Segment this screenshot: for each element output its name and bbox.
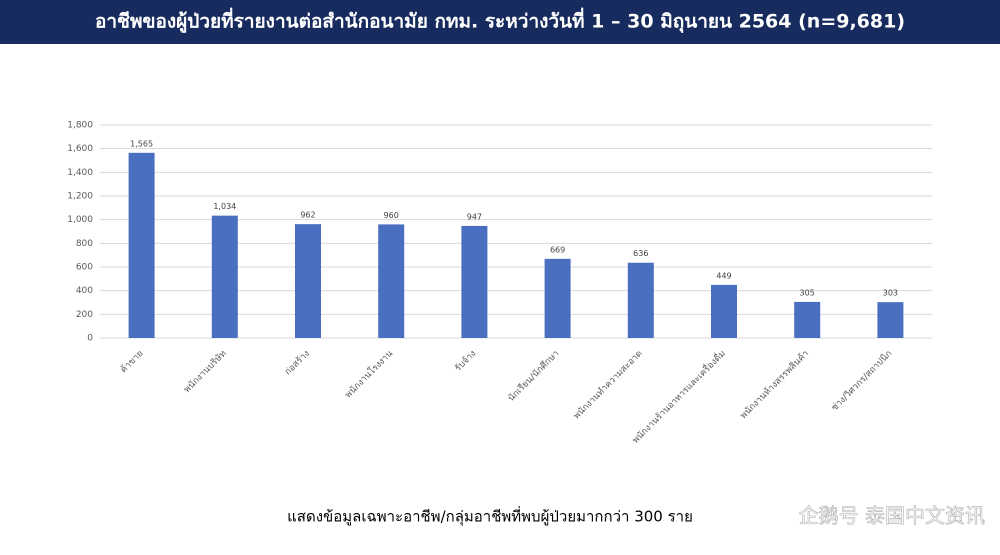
bar	[295, 224, 321, 338]
value-label: 636	[633, 249, 648, 258]
watermark: 企鹅号 泰国中文资讯	[799, 504, 985, 528]
chart-title: อาชีพของผู้ป่วยที่รายงานต่อสำนักอนามัย ก…	[95, 8, 905, 34]
header-bar	[0, 0, 1000, 44]
x-tick-label: พนักงานโรงงาน	[343, 348, 395, 400]
bar	[128, 152, 155, 338]
x-tick-label: พนักงานทำความสะอาด	[571, 348, 645, 422]
value-label: 303	[883, 289, 898, 298]
y-tick-label: 0	[87, 334, 93, 344]
value-label: 1,565	[130, 139, 153, 148]
y-tick-label: 1,800	[67, 121, 93, 131]
y-tick-label: 400	[76, 286, 93, 296]
value-label: 1,034	[213, 202, 236, 211]
y-tick-label: 600	[76, 263, 93, 273]
y-tick-label: 1,400	[67, 168, 93, 178]
x-tick-label: พนักงานบริษัท	[182, 348, 229, 395]
bar	[711, 284, 737, 338]
value-label: 305	[800, 288, 815, 297]
bar	[627, 262, 654, 338]
y-tick-label: 1,000	[67, 215, 93, 225]
value-label: 449	[716, 271, 731, 280]
y-tick-label: 800	[76, 239, 93, 249]
value-label: 947	[467, 212, 482, 221]
value-label: 960	[384, 211, 399, 220]
bar	[794, 301, 821, 338]
bar	[877, 302, 904, 338]
value-label: 669	[550, 245, 565, 254]
x-tick-label: ค้าขาย	[118, 348, 145, 375]
y-tick-label: 1,600	[67, 144, 93, 154]
footnote: แสดงข้อมูลเฉพาะอาชีพ/กลุ่มอาชีพที่พบผู้ป…	[287, 506, 693, 527]
value-label: 962	[300, 211, 315, 220]
x-tick-label: รับจ้าง	[453, 348, 479, 374]
bar	[211, 215, 238, 338]
bar	[544, 258, 571, 338]
y-tick-label: 200	[76, 310, 93, 320]
bar	[461, 225, 488, 338]
x-tick-label: พนักงานร้านอาหารและเครื่องดื่ม	[629, 347, 728, 446]
bar	[378, 224, 405, 338]
y-tick-label: 1,200	[67, 192, 93, 202]
x-tick-label: ก่อสร้าง	[282, 348, 311, 377]
x-tick-label: พนักงานห้างสรรพสินค้า	[738, 348, 811, 421]
x-tick-label: ช่าง/วิศวกร/สถาปนิก	[829, 348, 894, 413]
x-tick-label: นักเรียน/นักศึกษา	[506, 348, 562, 404]
